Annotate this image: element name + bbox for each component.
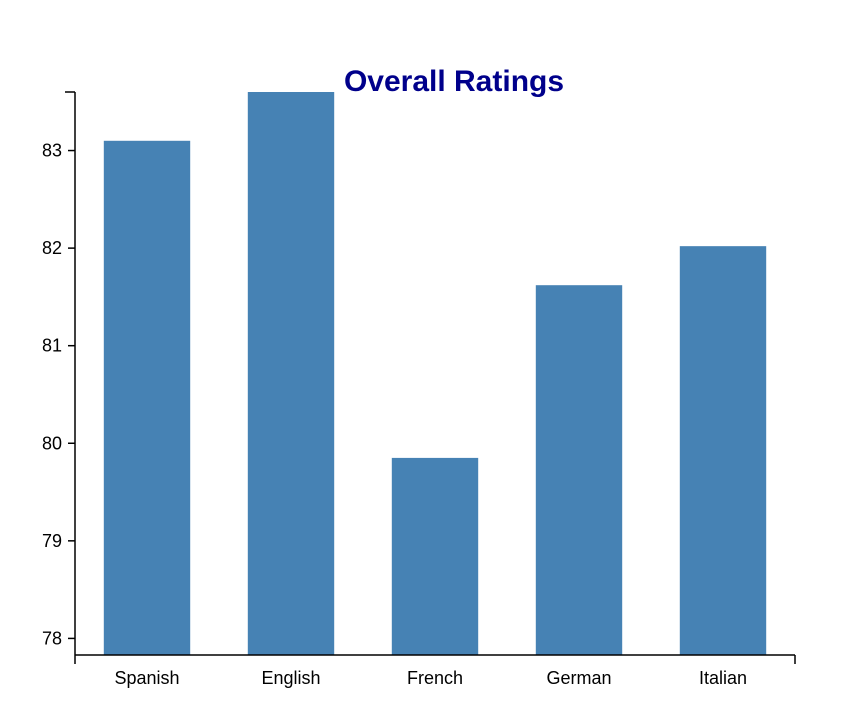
y-tick-label-79: 79 — [42, 531, 62, 551]
bar-french — [391, 457, 479, 655]
x-tick-label-english: English — [261, 668, 320, 688]
x-axis: Spanish English French German Italian — [74, 654, 796, 688]
y-tick-label-83: 83 — [42, 141, 62, 161]
bars-group — [103, 92, 767, 655]
y-tick-label-78: 78 — [42, 628, 62, 648]
bar-italian — [679, 246, 767, 655]
y-tick-label-81: 81 — [42, 336, 62, 356]
x-tick-label-spanish: Spanish — [114, 668, 179, 688]
y-tick-label-82: 82 — [42, 238, 62, 258]
bar-spanish — [103, 140, 191, 655]
chart-title: Overall Ratings — [344, 65, 564, 98]
x-tick-label-french: French — [407, 668, 463, 688]
x-tick-label-german: German — [546, 668, 611, 688]
y-tick-label-80: 80 — [42, 433, 62, 453]
y-axis: 78 79 80 81 82 83 — [42, 91, 76, 655]
bar-german — [535, 285, 623, 655]
x-tick-label-italian: Italian — [699, 668, 747, 688]
bar-english — [247, 92, 335, 655]
